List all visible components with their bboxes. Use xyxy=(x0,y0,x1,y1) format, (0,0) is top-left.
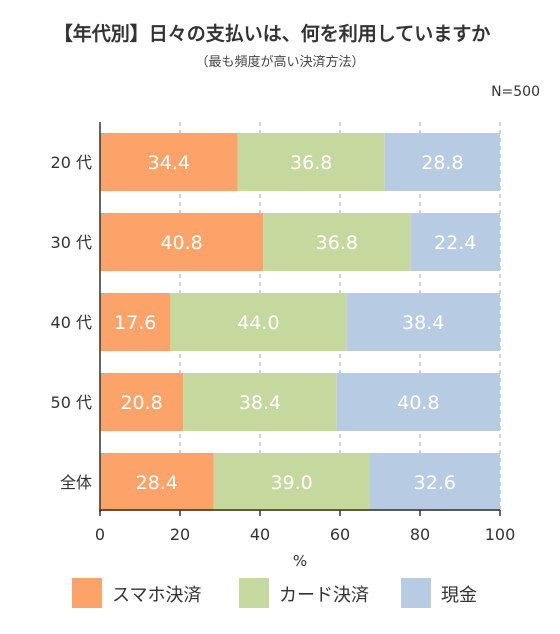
bar-value-label: 17.6 xyxy=(114,312,156,334)
bar-value-label: 32.6 xyxy=(414,472,456,494)
value-labels: 34.4 36.8 28.8 40.8 36.8 22.4 17.6 44.0 38.4 20.8… xyxy=(114,152,476,494)
bar-segment xyxy=(336,373,500,431)
legend-label: スマホ決済 xyxy=(112,585,201,606)
bar-segment xyxy=(384,133,500,191)
x-axis: 0 20 40 60 80 100 xyxy=(95,122,515,544)
bar-segment xyxy=(170,293,347,351)
category-label: 30 代 xyxy=(51,233,92,252)
category-label: 全体 xyxy=(60,473,92,492)
sample-size-note: N=500 xyxy=(491,84,540,100)
bar-segment xyxy=(100,373,184,431)
bar-value-label: 39.0 xyxy=(270,472,312,494)
bar-segment xyxy=(100,213,264,271)
bar-segment xyxy=(183,373,337,431)
x-tick-label: 20 xyxy=(170,525,190,544)
bar-value-label: 34.4 xyxy=(148,152,190,174)
category-labels: 20 代 30 代 40 代 50 代全体 xyxy=(51,153,92,492)
legend-swatch xyxy=(239,578,269,608)
bar-value-label: 38.4 xyxy=(402,312,444,334)
category-label: 20 代 xyxy=(51,153,92,172)
legend-label: 現金 xyxy=(441,585,477,606)
bar-segment xyxy=(100,293,171,351)
legend-swatch xyxy=(72,578,102,608)
x-tick-label: 60 xyxy=(330,525,350,544)
bar-segment xyxy=(213,453,370,511)
bar-value-label: 44.0 xyxy=(237,312,279,334)
x-tick-label: 100 xyxy=(485,525,516,544)
category-label: 50 代 xyxy=(51,393,92,412)
bar-value-label: 22.4 xyxy=(434,232,476,254)
bar-segment xyxy=(100,133,238,191)
bar-value-label: 38.4 xyxy=(239,392,281,414)
bar-segment xyxy=(100,453,214,511)
bar-value-label: 20.8 xyxy=(120,392,162,414)
x-axis-label: % xyxy=(293,552,307,570)
chart-subtitle: （最も頻度が高い決済方法） xyxy=(195,54,364,70)
x-tick-label: 40 xyxy=(250,525,270,544)
bars xyxy=(100,133,500,511)
bar-segment xyxy=(263,213,411,271)
bar-value-label: 36.8 xyxy=(316,232,358,254)
bar-segment xyxy=(410,213,500,271)
bar-segment xyxy=(237,133,385,191)
bar-segment xyxy=(369,453,500,511)
legend-swatch xyxy=(401,578,431,608)
legend: スマホ決済 カード決済 現金 xyxy=(72,578,477,608)
bar-value-label: 40.8 xyxy=(160,232,202,254)
legend-label: カード決済 xyxy=(279,585,369,606)
bar-value-label: 40.8 xyxy=(397,392,439,414)
bar-value-label: 28.8 xyxy=(421,152,463,174)
bar-value-label: 28.4 xyxy=(136,472,178,494)
chart-title: 【年代別】日々の支払いは、何を利用していますか xyxy=(54,22,490,45)
x-tick-label: 80 xyxy=(410,525,430,544)
bar-value-label: 36.8 xyxy=(290,152,332,174)
category-label: 40 代 xyxy=(51,313,92,332)
bar-segment xyxy=(346,293,500,351)
x-tick-label: 0 xyxy=(95,525,105,544)
